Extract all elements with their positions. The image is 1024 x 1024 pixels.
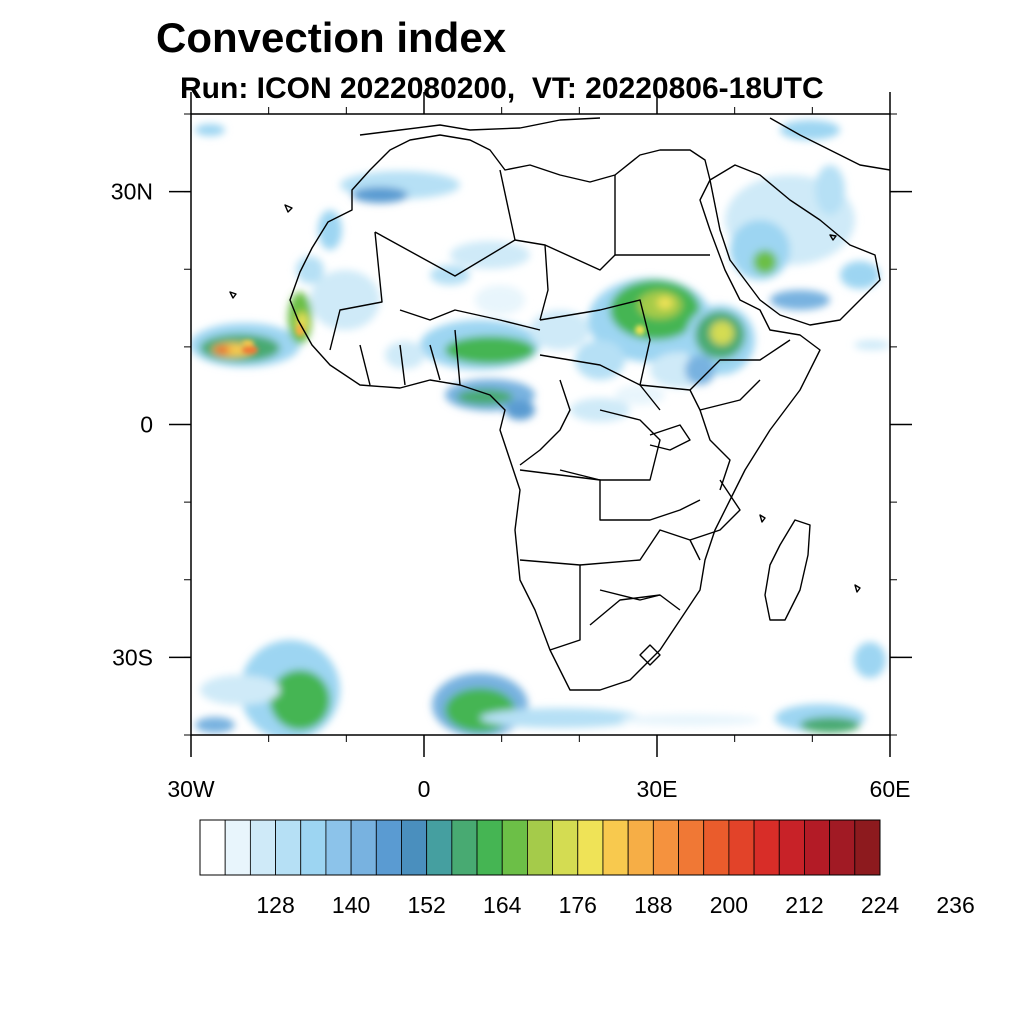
- colorbar-swatch: [552, 819, 579, 876]
- colorbar-swatch: [778, 819, 805, 876]
- colorbar-swatch: [350, 819, 377, 876]
- colorbar-label: 236: [936, 892, 974, 918]
- chart-title: Convection index: [156, 14, 507, 61]
- country-borders: [229, 117, 890, 691]
- tick-label-lon: 0: [418, 776, 431, 802]
- colorbar-swatch: [703, 819, 730, 876]
- colorbar-swatch: [728, 819, 755, 876]
- colorbar-swatch: [627, 819, 654, 876]
- colorbar-swatch: [854, 819, 881, 876]
- colorbar-frame: [199, 819, 881, 876]
- colorbar-swatch: [451, 819, 478, 876]
- colorbar-swatch: [224, 819, 251, 876]
- colorbar-swatch: [577, 819, 604, 876]
- chart-subtitle: Run: ICON 2022080200, VT: 20220806-18UTC: [180, 72, 824, 105]
- colorbar-label: 200: [710, 892, 748, 918]
- colorbar-swatch: [426, 819, 453, 876]
- colorbar-swatch: [199, 819, 226, 876]
- colorbar-swatch: [678, 819, 705, 876]
- tick-label-lat: 30N: [111, 179, 153, 205]
- colorbar-label: 164: [483, 892, 522, 918]
- colorbar-swatch: [527, 819, 553, 876]
- colorbar-swatch: [652, 819, 679, 876]
- colorbar-swatch: [275, 819, 302, 876]
- colorbar-swatch: [300, 819, 327, 876]
- colorbar-label: 176: [559, 892, 597, 918]
- colorbar-label: 224: [861, 892, 900, 918]
- tick-label-lat: 30S: [112, 644, 153, 670]
- colorbar-swatch: [249, 819, 276, 876]
- colorbar-swatch: [753, 819, 780, 876]
- convection-field: [191, 120, 890, 735]
- tick-label-lon: 30E: [637, 776, 678, 802]
- colorbar: 128 140 152 164 176 188 200 212 224 236: [199, 819, 975, 918]
- colorbar-swatch: [602, 819, 629, 876]
- colorbar-label: 188: [634, 892, 672, 918]
- colorbar-label: 140: [332, 892, 370, 918]
- colorbar-swatch: [375, 819, 402, 876]
- tick-label-lon: 30W: [167, 776, 215, 802]
- colorbar-label: 212: [785, 892, 823, 918]
- tick-label-lat: 0: [140, 412, 153, 438]
- colorbar-label: 128: [256, 892, 294, 918]
- colorbar-swatch: [325, 819, 352, 876]
- tick-label-lon: 60E: [870, 776, 911, 802]
- colorbar-label: 152: [407, 892, 445, 918]
- colorbar-swatch: [401, 819, 428, 876]
- colorbar-swatch: [476, 819, 503, 876]
- colorbar-swatch: [829, 819, 856, 876]
- colorbar-swatch: [804, 819, 831, 876]
- map-axes: 30W 0 30E 60E 30N 0 30S: [111, 92, 912, 802]
- colorbar-swatch: [501, 819, 528, 876]
